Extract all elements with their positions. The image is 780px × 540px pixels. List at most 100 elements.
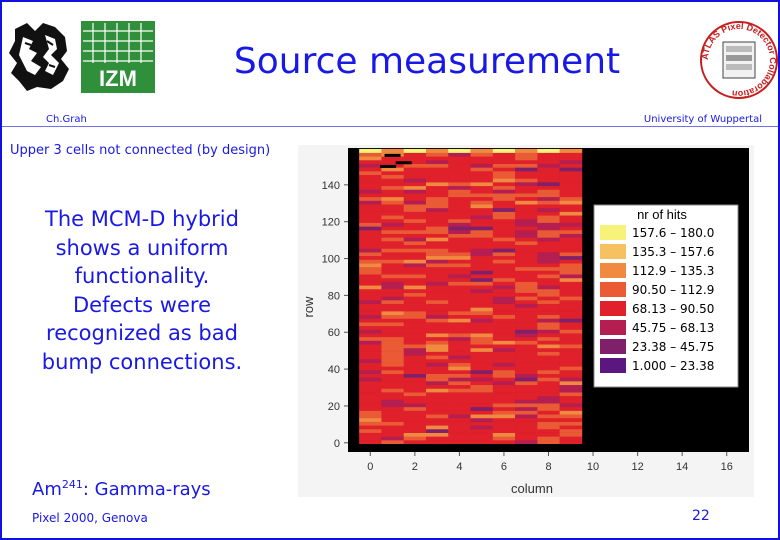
heatmap-cell (448, 226, 471, 231)
slide-title: Source measurement (233, 41, 621, 82)
heatmap-cell (537, 174, 560, 179)
heatmap-cell (470, 255, 494, 260)
heatmap-cell (559, 329, 583, 334)
heatmap-cell (381, 428, 404, 433)
heatmap-cell (381, 285, 404, 290)
heatmap-cell (559, 237, 583, 242)
heatmap-cell (515, 148, 538, 153)
heatmap-cell (537, 384, 560, 389)
heatmap-cell (403, 152, 427, 157)
heatmap-cell (537, 163, 560, 168)
heatmap-cell (448, 421, 471, 426)
heatmap-cell (403, 325, 427, 330)
heatmap-cell (425, 211, 449, 216)
heatmap-cell (425, 358, 449, 363)
heatmap-cell (381, 373, 404, 378)
heatmap-cell (559, 414, 583, 419)
heatmap-cell (448, 252, 471, 257)
heatmap-cell (492, 366, 516, 371)
heatmap-cell (425, 399, 449, 404)
heatmap-cell (448, 417, 471, 422)
heatmap-cell (515, 325, 538, 330)
heatmap-cell (425, 248, 449, 253)
heatmap-cell (515, 436, 538, 441)
heatmap-cell (470, 189, 494, 194)
heatmap-cell (515, 377, 538, 382)
y-tick-label: 120 (322, 217, 340, 229)
heatmap-cell (470, 200, 494, 205)
heatmap-cell (425, 384, 449, 389)
heatmap-cell (470, 340, 494, 345)
heatmap-cell (515, 241, 538, 246)
heatmap-cell (515, 432, 538, 437)
heatmap-cell (359, 148, 382, 153)
heatmap-cell (381, 178, 404, 183)
heatmap-cell (537, 440, 560, 445)
heatmap-cell (492, 381, 516, 386)
source-line: Am241: Gamma-rays (32, 478, 211, 500)
heatmap-cell (381, 344, 404, 349)
heatmap-cell (448, 215, 471, 220)
heatmap-cell (359, 285, 382, 290)
heatmap-cell (492, 204, 516, 209)
heatmap-cell (537, 325, 560, 330)
heatmap-cell (403, 189, 427, 194)
heatmap-cell (448, 171, 471, 176)
heatmap-cell (470, 403, 494, 408)
heatmap-cell (425, 381, 449, 386)
heatmap-cell (381, 307, 404, 312)
heatmap-cell (515, 178, 538, 183)
heatmap-cell (448, 211, 471, 216)
heatmap-cell (515, 244, 538, 249)
heatmap-cell (559, 428, 583, 433)
heatmap-cell (515, 392, 538, 397)
heatmap-cell (448, 222, 471, 227)
heatmap-cell (403, 229, 427, 234)
heatmap-cell (403, 340, 427, 345)
pixel-module-icon (722, 41, 756, 79)
heatmap-cell (403, 377, 427, 382)
legend: nr of hits 157.6 – 180.0 135.3 – 157.6 112… (593, 204, 739, 388)
heatmap-cell (537, 333, 560, 338)
heatmap-cell (537, 307, 560, 312)
heatmap-cell (381, 288, 404, 293)
heatmap-cell (470, 414, 494, 419)
heatmap-cell (425, 163, 449, 168)
heatmap-cell (425, 314, 449, 319)
heatmap-cell (425, 193, 449, 198)
heatmap-cell (559, 226, 583, 231)
heatmap-cell (537, 263, 560, 268)
heatmap-cell (492, 358, 516, 363)
heatmap-cell (381, 233, 404, 238)
heatmap-cell (381, 318, 404, 323)
heatmap-cell (425, 296, 449, 301)
heatmap-cell (381, 329, 404, 334)
heatmap-cell (359, 226, 382, 231)
heatmap-cell (359, 347, 382, 352)
heatmap-cell (425, 263, 449, 268)
heatmap-cell (381, 171, 404, 176)
heatmap-cell (515, 399, 538, 404)
heatmap-cell (403, 193, 427, 198)
heatmap-cell (359, 277, 382, 282)
heatmap-cell (425, 178, 449, 183)
heatmap-cell (559, 322, 583, 327)
heatmap-cell (425, 204, 449, 209)
heatmap-cell (492, 351, 516, 356)
heatmap-cell (448, 281, 471, 286)
heatmap-cell (559, 292, 583, 297)
heatmap-cell (403, 244, 427, 249)
heatmap-cell (492, 340, 516, 345)
heatmap-cell (381, 263, 404, 268)
heatmap-cell (470, 406, 494, 411)
heatmap-cell (559, 182, 583, 187)
heatmap-cell (359, 403, 382, 408)
heatmap-cell (448, 156, 471, 161)
heatmap-cell (470, 344, 494, 349)
heatmap-cell (470, 174, 494, 179)
heatmap-cell (381, 189, 404, 194)
heatmap-cell (515, 406, 538, 411)
heatmap-cell (381, 174, 404, 179)
heatmap-cell (470, 185, 494, 190)
heatmap-cell (381, 182, 404, 187)
